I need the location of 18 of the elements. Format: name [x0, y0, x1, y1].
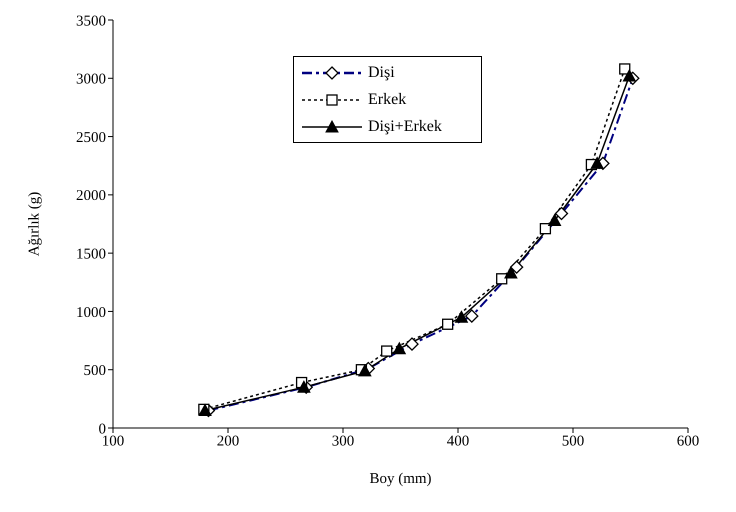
x-tick-label: 300 [332, 434, 354, 450]
y-tick-label: 2500 [76, 130, 106, 146]
y-tick-label: 2000 [76, 188, 106, 204]
y-tick-label: 1000 [76, 304, 106, 321]
legend-label: Dişi+Erkek [368, 118, 442, 136]
y-tick-label: 500 [84, 363, 106, 380]
legend-label: Dişi [368, 64, 395, 82]
x-tick-label: 100 [102, 434, 124, 450]
x-tick-label: 500 [562, 434, 584, 450]
x-tick-label: 600 [676, 434, 700, 450]
x-tick-label: 200 [216, 434, 240, 450]
legend-label: Erkek [368, 90, 406, 108]
x-axis-title: Boy (mm) [369, 471, 432, 487]
x-tick-label: 400 [446, 434, 470, 450]
y-tick-label: 1500 [76, 246, 106, 262]
y-tick-label: 3500 [76, 13, 106, 30]
y-tick-label: 3000 [76, 72, 106, 88]
y-axis-title: Ağırlık (g) [26, 192, 42, 256]
